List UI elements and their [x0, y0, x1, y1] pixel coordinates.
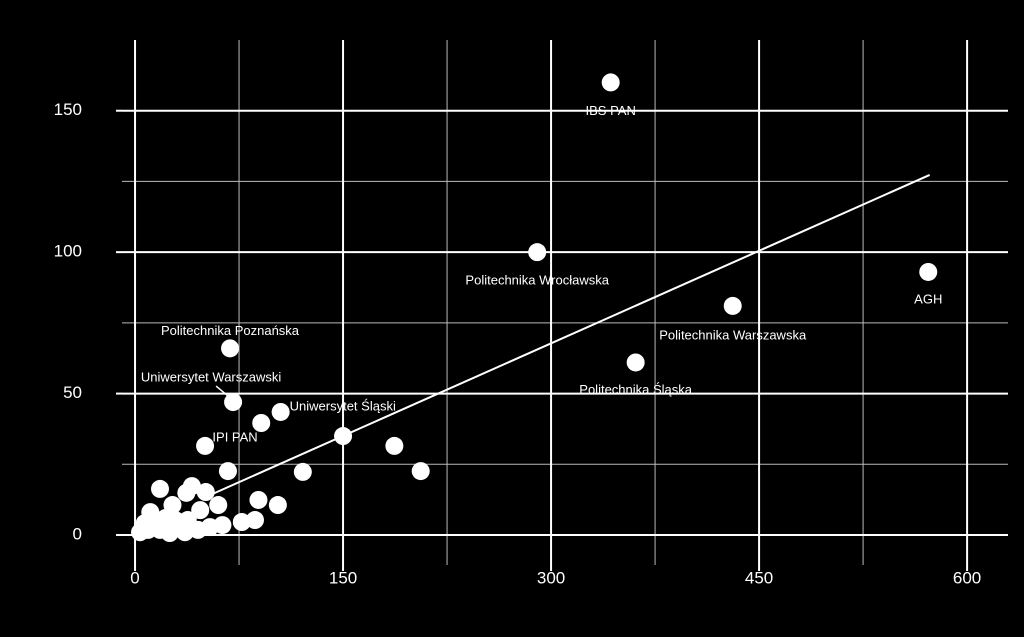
point: [601, 73, 620, 92]
y-tick-label: 0: [73, 525, 82, 544]
point-label: Uniwersytet Śląski: [290, 398, 396, 413]
x-tick-label: 300: [537, 568, 565, 587]
point: [271, 402, 290, 421]
point: [150, 479, 169, 498]
point: [411, 462, 430, 481]
y-tick-label: 50: [63, 383, 82, 402]
point: [232, 513, 251, 532]
y-tick-label: 100: [54, 242, 82, 261]
point: [177, 483, 196, 502]
point: [268, 496, 287, 515]
point: [293, 462, 312, 481]
point: [385, 436, 404, 455]
point: [221, 339, 240, 358]
point: [196, 483, 215, 502]
point: [191, 501, 210, 520]
point: [181, 518, 200, 537]
point: [723, 296, 742, 315]
point: [209, 496, 228, 515]
point: [252, 414, 271, 433]
point-label: Uniwersytet Warszawski: [141, 370, 281, 385]
point: [528, 243, 547, 262]
point-label: Politechnika Wrocławska: [465, 273, 609, 288]
y-tick-label: 150: [54, 100, 82, 119]
point-label: Politechnika Warszawska: [659, 327, 807, 342]
point: [919, 262, 938, 281]
x-tick-label: 600: [953, 568, 981, 587]
point-label: Politechnika Śląska: [579, 382, 692, 397]
point: [218, 462, 237, 481]
point: [245, 511, 264, 530]
point: [196, 436, 215, 455]
point: [626, 353, 645, 372]
point-label: IPI PAN: [212, 429, 257, 444]
point: [135, 514, 154, 533]
x-tick-label: 450: [745, 568, 773, 587]
point-label: Politechnika Poznańska: [161, 323, 300, 338]
x-tick-label: 150: [329, 568, 357, 587]
point: [224, 393, 243, 412]
leader-line: [215, 385, 229, 397]
point-label: IBS PAN: [586, 103, 636, 118]
point-label: AGH: [914, 291, 942, 306]
trend-line: [209, 174, 931, 497]
point: [249, 490, 268, 509]
x-tick-label: 0: [130, 568, 139, 587]
